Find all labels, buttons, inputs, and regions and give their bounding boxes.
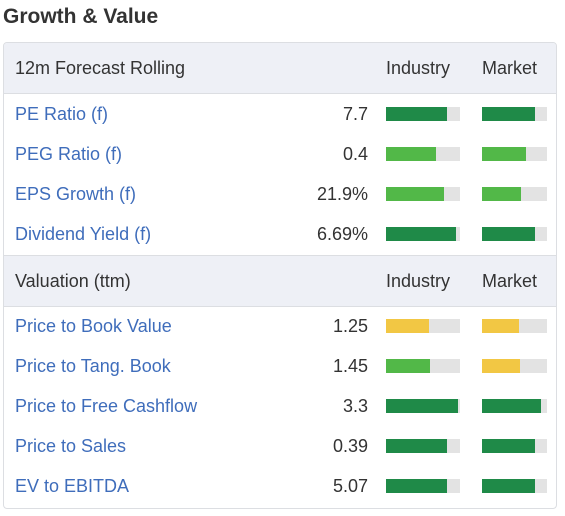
market-bar-fill bbox=[482, 439, 536, 453]
section-label: Valuation (ttm) bbox=[15, 271, 131, 291]
metric-value: 0.4 bbox=[342, 144, 368, 164]
industry-bar bbox=[386, 359, 460, 373]
metric-row-price-to-free-cashflow: Price to Free Cashflow 3.3 bbox=[4, 386, 556, 426]
market-bar bbox=[482, 107, 547, 121]
market-bar-fill bbox=[482, 399, 541, 413]
market-bar bbox=[482, 479, 547, 493]
industry-bar-fill bbox=[386, 399, 458, 413]
market-bar-fill bbox=[482, 359, 520, 373]
section-header-forecast: 12m Forecast Rolling Industry Market bbox=[4, 43, 556, 94]
section-header-valuation: Valuation (ttm) Industry Market bbox=[4, 255, 556, 307]
industry-bar-fill bbox=[386, 439, 448, 453]
metric-link[interactable]: Dividend Yield (f) bbox=[15, 224, 152, 244]
metric-value: 7.7 bbox=[342, 104, 368, 124]
market-bar-fill bbox=[482, 147, 526, 161]
metric-value: 1.45 bbox=[332, 356, 368, 376]
market-bar-fill bbox=[482, 187, 521, 201]
metric-link[interactable]: Price to Tang. Book bbox=[15, 356, 171, 376]
metric-link[interactable]: Price to Book Value bbox=[15, 316, 172, 336]
metric-value: 6.69% bbox=[316, 224, 368, 244]
metric-link[interactable]: PE Ratio (f) bbox=[15, 104, 109, 124]
metric-value: 1.25 bbox=[332, 316, 368, 336]
industry-bar-fill bbox=[386, 319, 429, 333]
industry-bar-fill bbox=[386, 107, 447, 121]
metric-row-price-to-tang-book: Price to Tang. Book 1.45 bbox=[4, 346, 556, 386]
industry-bar bbox=[386, 107, 460, 121]
metric-value: 3.3 bbox=[342, 396, 368, 416]
industry-bar bbox=[386, 399, 460, 413]
metric-row-eps-growth: EPS Growth (f) 21.9% bbox=[4, 174, 556, 214]
metric-row-ev-to-ebitda: EV to EBITDA 5.07 bbox=[4, 466, 556, 506]
market-bar-fill bbox=[482, 479, 536, 493]
industry-column-header: Industry bbox=[386, 271, 451, 291]
widget-title: Growth & Value bbox=[3, 5, 159, 28]
metric-link[interactable]: Price to Free Cashflow bbox=[15, 396, 198, 416]
metric-value: 0.39 bbox=[332, 436, 368, 456]
industry-bar-fill bbox=[386, 147, 437, 161]
industry-bar bbox=[386, 319, 460, 333]
market-bar bbox=[482, 359, 547, 373]
metric-link[interactable]: EPS Growth (f) bbox=[15, 184, 137, 204]
metric-link[interactable]: EV to EBITDA bbox=[15, 476, 130, 496]
market-bar bbox=[482, 399, 547, 413]
section-label: 12m Forecast Rolling bbox=[15, 58, 186, 78]
market-bar bbox=[482, 319, 547, 333]
market-bar bbox=[482, 187, 547, 201]
market-bar-fill bbox=[482, 319, 520, 333]
market-bar-fill bbox=[482, 107, 536, 121]
industry-bar bbox=[386, 227, 460, 241]
metric-row-pe-ratio: PE Ratio (f) 7.7 bbox=[4, 94, 556, 134]
market-bar bbox=[482, 147, 547, 161]
industry-bar-fill bbox=[386, 187, 444, 201]
metric-row-peg-ratio: PEG Ratio (f) 0.4 bbox=[4, 134, 556, 174]
market-bar-fill bbox=[482, 227, 536, 241]
industry-bar-fill bbox=[386, 227, 457, 241]
industry-bar bbox=[386, 147, 460, 161]
industry-bar-fill bbox=[386, 359, 431, 373]
metric-row-price-to-sales: Price to Sales 0.39 bbox=[4, 426, 556, 466]
metric-row-dividend-yield: Dividend Yield (f) 6.69% bbox=[4, 214, 556, 254]
industry-bar bbox=[386, 439, 460, 453]
industry-bar bbox=[386, 187, 460, 201]
growth-value-card: 12m Forecast Rolling Industry Market PE … bbox=[3, 42, 557, 509]
market-column-header: Market bbox=[482, 271, 538, 291]
metric-row-price-to-book: Price to Book Value 1.25 bbox=[4, 306, 556, 346]
market-column-header: Market bbox=[482, 58, 538, 78]
industry-column-header: Industry bbox=[386, 58, 451, 78]
market-bar bbox=[482, 227, 547, 241]
metric-link[interactable]: PEG Ratio (f) bbox=[15, 144, 123, 164]
metric-value: 5.07 bbox=[332, 476, 368, 496]
industry-bar-fill bbox=[386, 479, 448, 493]
metric-value: 21.9% bbox=[316, 184, 368, 204]
industry-bar bbox=[386, 479, 460, 493]
market-bar bbox=[482, 439, 547, 453]
metric-link[interactable]: Price to Sales bbox=[15, 436, 127, 456]
